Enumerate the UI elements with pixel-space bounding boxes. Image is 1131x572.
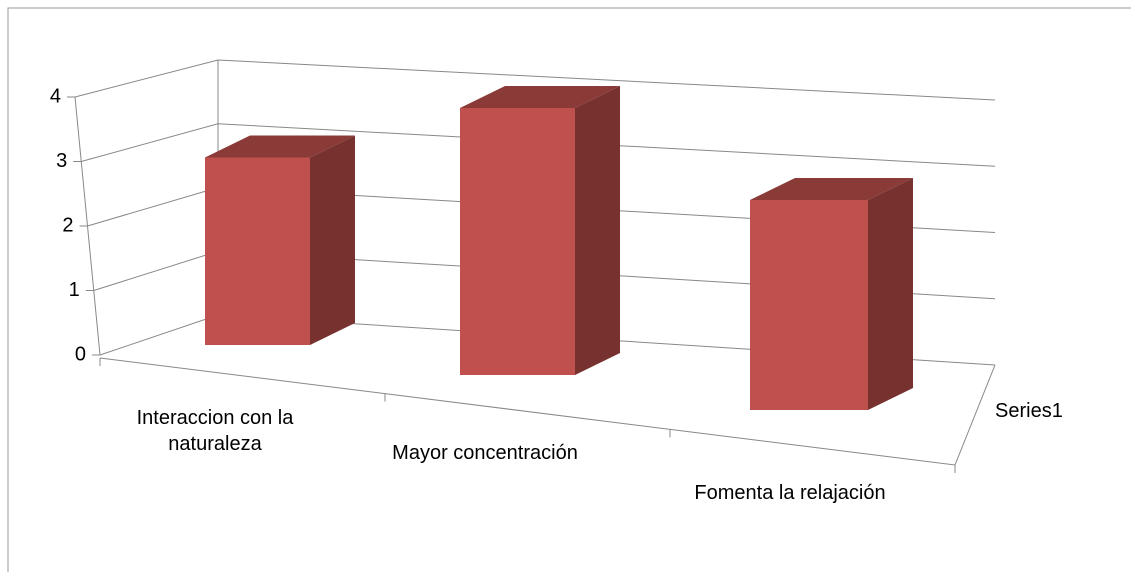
y-tick-label: 0 [75, 343, 86, 365]
bar [460, 108, 575, 375]
x-tick-label: Interaccion con la naturaleza [136, 407, 294, 455]
bar-side [575, 86, 620, 375]
x-tick-label: Mayor concentración [392, 442, 578, 464]
y-tick-label: 3 [56, 150, 67, 172]
x-tick-label: Fomenta la relajación [694, 482, 886, 504]
bar-top [460, 86, 620, 108]
y-tick-label: 2 [62, 214, 73, 236]
bar-side [868, 178, 913, 410]
chart-border [7, 7, 1131, 572]
y-axis [74, 96, 101, 356]
series-label: Series1 [995, 400, 1063, 422]
y-tick-label: 4 [50, 85, 61, 107]
bar [750, 200, 868, 410]
bar-side [310, 135, 355, 345]
y-tick-label: 1 [69, 279, 80, 301]
bar-top [750, 178, 913, 200]
bar-top [205, 135, 355, 158]
bar [205, 157, 310, 345]
